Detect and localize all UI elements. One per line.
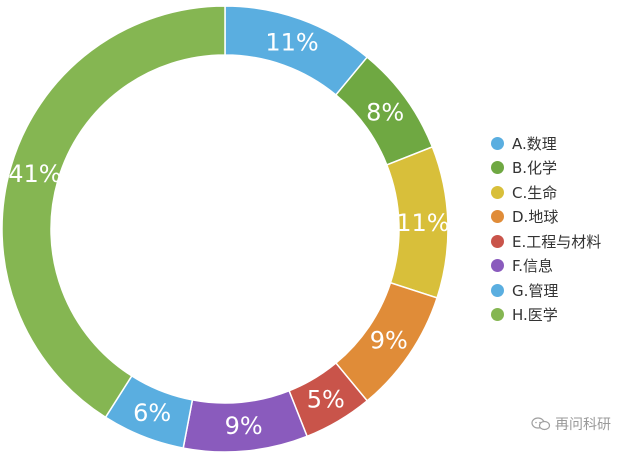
slice-value-label-8: 41% <box>8 160 61 188</box>
chat-bubbles-icon <box>531 417 551 431</box>
legend-item-4: D.地球 <box>491 205 601 230</box>
legend-swatch <box>491 259 504 273</box>
legend-item-7: G.管理 <box>491 278 601 303</box>
legend-item-1: A.数理 <box>491 131 601 156</box>
legend-label: B.化学 <box>512 159 558 178</box>
legend-swatch <box>491 185 504 199</box>
slice-value-label-3: 11% <box>396 209 449 237</box>
legend-label: D.地球 <box>512 208 559 227</box>
legend-label: G.管理 <box>512 281 559 300</box>
donut-slice-labels: 11% 8% 11% 9% 5% 9% 6% 41% <box>8 29 449 440</box>
legend-label: A.数理 <box>512 134 557 153</box>
donut-slice-8 <box>1 5 226 419</box>
legend-swatch <box>491 161 504 175</box>
legend-swatch <box>491 283 504 297</box>
slice-value-label-1: 11% <box>265 29 318 57</box>
slice-value-label-5: 5% <box>307 385 345 413</box>
slice-value-label-4: 9% <box>370 326 408 354</box>
slice-value-label-6: 9% <box>225 412 263 440</box>
watermark: 再问科研 <box>531 414 611 434</box>
legend-swatch <box>491 234 504 248</box>
slice-value-label-7: 6% <box>133 399 171 427</box>
legend-item-8: H.医学 <box>491 303 601 328</box>
legend-label: C.生命 <box>512 183 558 202</box>
legend-label: F.信息 <box>512 257 553 276</box>
legend-swatch <box>491 308 504 322</box>
legend-swatch <box>491 210 504 224</box>
legend-item-3: C.生命 <box>491 180 601 205</box>
legend-item-5: E.工程与材料 <box>491 229 601 254</box>
slice-value-label-2: 8% <box>366 99 404 127</box>
donut-slices <box>1 5 449 453</box>
legend-swatch <box>491 136 504 150</box>
watermark-text: 再问科研 <box>555 417 611 433</box>
legend-item-6: F.信息 <box>491 254 601 279</box>
legend-item-2: B.化学 <box>491 156 601 181</box>
legend-label: E.工程与材料 <box>512 232 602 251</box>
chart-legend: A.数理 B.化学 C.生命 D.地球 E.工程与材料 F.信息 G.管理 H.医学 <box>491 131 601 327</box>
legend-label: H.医学 <box>512 306 558 325</box>
